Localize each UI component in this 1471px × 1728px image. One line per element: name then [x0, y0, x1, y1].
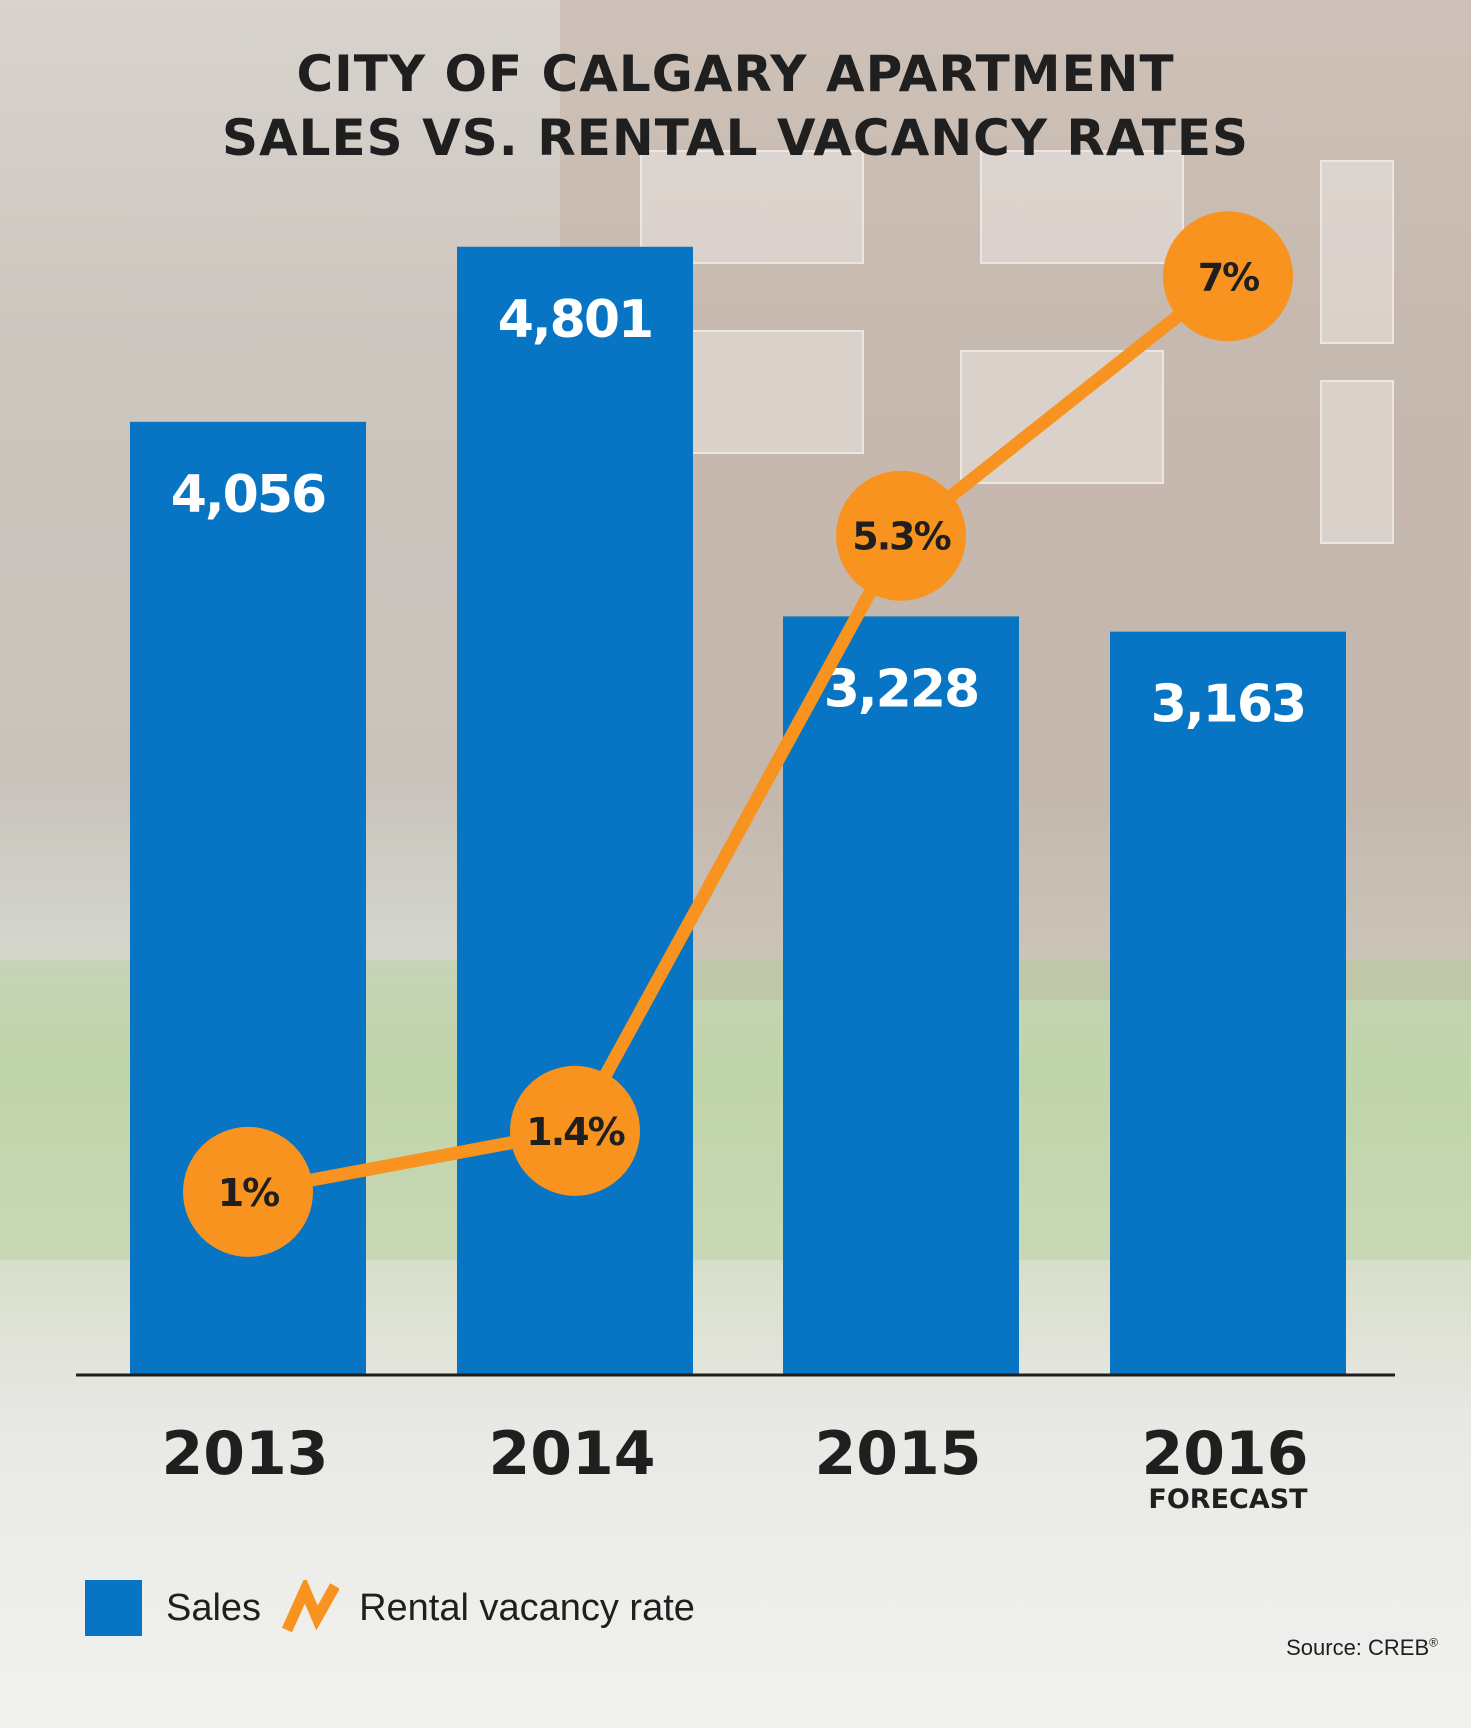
vacancy-value-label-2013: 1%: [218, 1171, 279, 1215]
x-tick-sublabel-2016: FORECAST: [1148, 1484, 1308, 1515]
vacancy-value-label-2014: 1.4%: [526, 1110, 624, 1154]
sales-bar-2014: [457, 246, 693, 1375]
background-building: [560, 0, 1471, 1000]
x-tick-label-2014: 2014: [489, 1419, 656, 1489]
legend-vacancy-line-icon: [282, 1580, 340, 1633]
title-line-2: SALES VS. RENTAL VACANCY RATES: [221, 109, 1250, 167]
vacancy-point-2013: [183, 1126, 313, 1257]
sales-value-label-2014: 4,801: [498, 290, 652, 350]
sales-value-label-2016: 3,163: [1151, 675, 1305, 735]
legend: Sales Rental vacancy rate: [85, 1580, 695, 1636]
title-line-1: CITY OF CALGARY APARTMENT: [296, 45, 1175, 103]
legend-vacancy-label: Rental vacancy rate: [359, 1586, 695, 1629]
vacancy-point-2015: [836, 470, 966, 601]
vacancy-value-label-2015: 5.3%: [852, 515, 950, 559]
sales-bar-2016: [1110, 631, 1346, 1375]
bars-layer: [130, 246, 1346, 1376]
vacancy-point-2014: [510, 1065, 640, 1196]
vacancy-point-2016: [1163, 211, 1293, 342]
line-layer: 1% 1.4% 5.3% 7%: [183, 211, 1293, 1257]
sales-bar-2015: [783, 616, 1019, 1375]
source-note: Source: CREB®: [1286, 1635, 1438, 1661]
vacancy-rate-line: [241, 269, 1235, 1199]
vacancy-value-label-2016: 7%: [1198, 255, 1259, 299]
sales-value-label-2015: 3,228: [824, 659, 978, 719]
chart-title: CITY OF CALGARY APARTMENT SALES VS. RENT…: [0, 42, 1471, 170]
x-tick-label-2015: 2015: [815, 1419, 982, 1489]
bar-labels-layer: 4,056 4,801 3,228 3,163: [171, 290, 1307, 735]
source-trademark: ®: [1429, 1635, 1438, 1650]
x-tick-label-2016: 2016: [1142, 1419, 1309, 1489]
sales-value-label-2013: 4,056: [171, 465, 325, 525]
source-text: Source: CREB: [1286, 1635, 1430, 1660]
x-tick-label-2013: 2013: [162, 1419, 329, 1489]
legend-sales-label: Sales: [166, 1586, 262, 1629]
legend-sales-swatch: [85, 1580, 142, 1636]
